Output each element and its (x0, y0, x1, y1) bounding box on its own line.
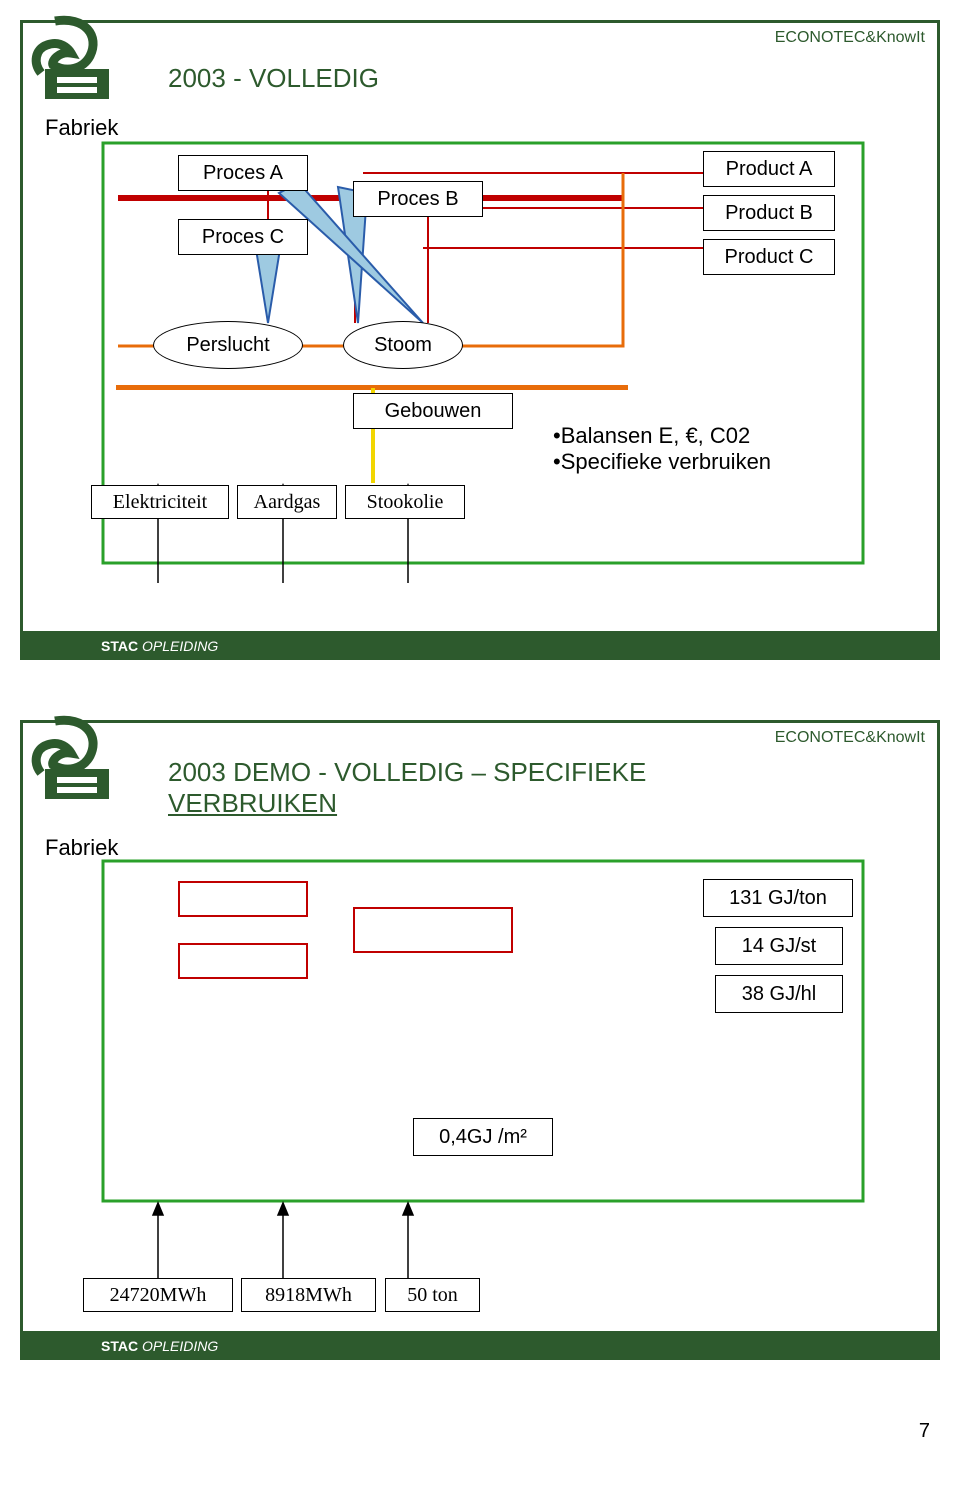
empty-box-a (178, 881, 308, 917)
page-number: 7 (0, 1420, 930, 1443)
empty-box-b (353, 907, 513, 953)
bullet-list: •Balansen E, €, C02 •Specifieke verbruik… (553, 423, 771, 475)
slide1-title: 2003 - VOLLEDIG (168, 63, 379, 94)
fabriek-label: Fabriek (45, 115, 118, 141)
bullet-1: •Balansen E, €, C02 (553, 423, 771, 449)
stookolie-box: Stookolie (345, 485, 465, 519)
gebouwen-box: Gebouwen (353, 393, 513, 429)
brand-label: ECONOTEC&KnowIt (775, 29, 925, 47)
fabriek-label-2: Fabriek (45, 835, 118, 861)
footer-label: STAC OPLEIDING (101, 638, 218, 654)
center-box: 0,4GJ /m² (413, 1118, 553, 1156)
slide2-title: 2003 DEMO - VOLLEDIG – SPECIFIEKE VERBRU… (168, 757, 646, 819)
empty-box-c (178, 943, 308, 979)
proces-b-box: Proces B (353, 181, 483, 217)
bullet-2: •Specifieke verbruiken (553, 449, 771, 475)
elek-box: Elektriciteit (91, 485, 229, 519)
proces-a-box: Proces A (178, 155, 308, 191)
logo (5, 11, 115, 116)
product-c-box: Product C (703, 239, 835, 275)
slide-1: ECONOTEC&KnowIt 2003 - VOLLEDIG Fabriek (20, 20, 940, 660)
out-1: 131 GJ/ton (703, 879, 853, 917)
perslucht-ellipse: Perslucht (153, 321, 303, 369)
feed-2: 8918MWh (241, 1278, 376, 1312)
brand-label-2: ECONOTEC&KnowIt (775, 729, 925, 747)
logo-2 (5, 711, 115, 816)
aardgas-box: Aardgas (237, 485, 337, 519)
stoom-ellipse: Stoom (343, 321, 463, 369)
feed-3: 50 ton (385, 1278, 480, 1312)
out-2: 14 GJ/st (715, 927, 843, 965)
slide-2: ECONOTEC&KnowIt 2003 DEMO - VOLLEDIG – S… (20, 720, 940, 1360)
product-b-box: Product B (703, 195, 835, 231)
feed-1: 24720MWh (83, 1278, 233, 1312)
product-a-box: Product A (703, 151, 835, 187)
proces-c-box: Proces C (178, 219, 308, 255)
footer-label-2: STAC OPLEIDING (101, 1338, 218, 1354)
out-3: 38 GJ/hl (715, 975, 843, 1013)
